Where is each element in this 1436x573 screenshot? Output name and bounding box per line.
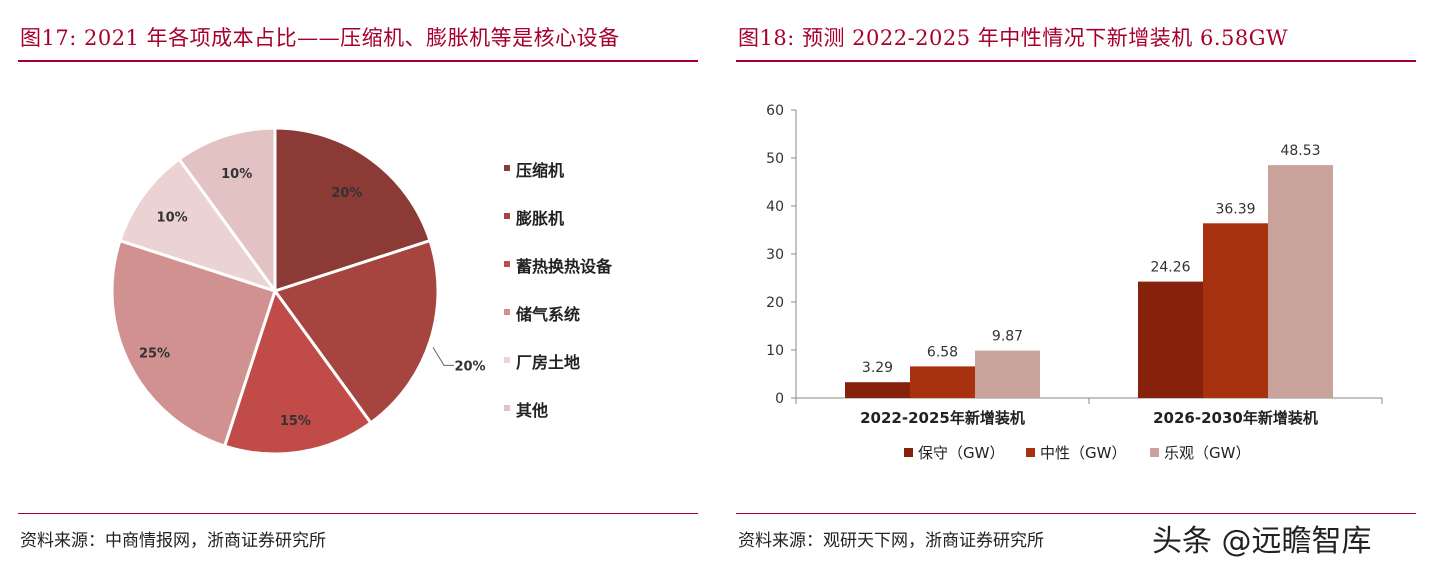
pie-slice-2 [272,238,440,425]
bar-1-2 [1138,281,1203,398]
bar-3-2 [1268,165,1333,398]
y-tick-label: 0 [775,391,784,407]
y-tick-label: 60 [766,103,784,119]
legend-label: 厂房土地 [516,353,580,372]
bar-1-1 [845,382,910,398]
legend-swatch [1026,448,1035,457]
legend-swatch [1150,448,1159,457]
y-tick-label: 30 [766,247,784,263]
pie-slice-1 [273,126,432,294]
pie-slice-3 [222,287,373,456]
legend-swatch [504,309,510,315]
legend-swatch [904,448,913,457]
bar-data-label: 36.39 [1215,201,1255,217]
legend-swatch [504,213,510,219]
pie-slice-label: 20% [454,359,485,374]
bar-2-2 [1203,223,1268,398]
legend-label: 乐观（GW） [1164,444,1250,462]
watermark: 头条 @远瞻智库 [1152,524,1372,559]
x-category-label: 2026-2030年新增装机 [1153,409,1318,427]
legend-label: 其他 [516,401,548,420]
legend-swatch [504,261,510,267]
right-title-rule [736,60,1416,62]
bar-data-label: 9.87 [992,329,1023,345]
pie-slice-label: 25% [139,346,170,361]
left-source-note: 资料来源：中商情报网，浙商证券研究所 [20,531,326,551]
pie-slice-5 [118,157,279,294]
left-figure-title: 图17: 2021 年各项成本占比——压缩机、膨胀机等是核心设备 [20,26,620,50]
right-figure-panel: 图18: 预测 2022-2025 年中性情况下新增装机 6.58GW 0 10 2… [736,0,1416,573]
legend-label: 蓄热换热设备 [516,257,613,276]
legend-swatch [504,357,510,363]
pie-leader-line [432,347,454,366]
right-figure-title: 图18: 预测 2022-2025 年中性情况下新增装机 6.58GW [738,26,1289,50]
pie-slice-4 [110,238,277,448]
bar-chart: 0 10 20 30 40 50 60 3.29 6.58 9.87 2022-2025年新增装机 2… [766,103,1383,462]
left-bottom-rule [18,513,698,514]
pie-slice-label: 20% [331,186,362,201]
left-title-rule [18,60,698,62]
y-tick-label: 10 [766,343,784,359]
bar-data-label: 24.26 [1150,260,1190,276]
legend-label: 保守（GW） [918,444,1004,462]
bar-2-1 [910,366,975,398]
legend-label: 膨胀机 [516,209,564,228]
pie-slice-6 [177,126,277,296]
y-tick-label: 50 [766,151,784,167]
right-source-note: 资料来源：观研天下网，浙商证券研究所 [738,531,1044,551]
legend-swatch [504,405,510,411]
legend-swatch [504,165,510,171]
y-tick-label: 40 [766,199,784,215]
bar-data-label: 3.29 [862,360,893,376]
y-tick-label: 20 [766,295,784,311]
legend-label: 中性（GW） [1040,444,1126,462]
legend-label: 储气系统 [515,305,580,324]
right-bottom-rule [736,513,1416,514]
x-category-label: 2022-2025年新增装机 [860,409,1025,427]
pie-slice-label: 10% [221,167,252,182]
bar-data-label: 48.53 [1280,143,1320,159]
bar-3-1 [975,350,1040,398]
left-figure-panel: 图17: 2021 年各项成本占比——压缩机、膨胀机等是核心设备 20% 20% 1… [18,0,698,573]
pie-slice-label: 10% [157,210,188,225]
bar-data-label: 6.58 [927,344,958,360]
pie-slice-label: 15% [280,414,311,429]
legend-label: 压缩机 [516,161,564,180]
